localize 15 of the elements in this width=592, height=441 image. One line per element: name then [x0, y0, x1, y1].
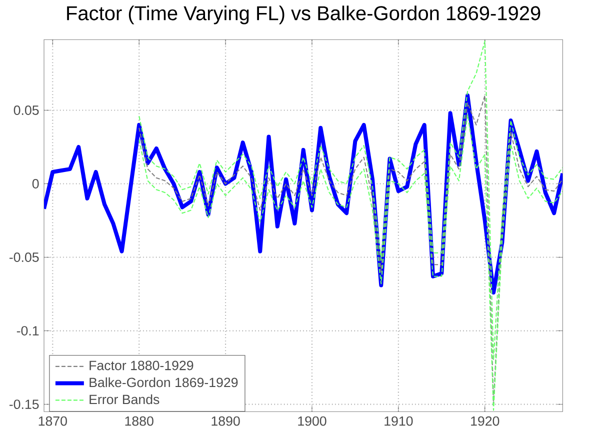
x-tick-label: 1870: [38, 416, 67, 426]
legend-label: Balke-Gordon 1869-1929: [90, 377, 238, 388]
x-tick-label: 1920: [471, 416, 500, 426]
y-tick-label: 0: [32, 179, 39, 188]
x-tick-label: 1900: [298, 416, 326, 426]
y-tick-label: 0.05: [14, 106, 39, 115]
x-tick-label: 1880: [125, 416, 154, 426]
chart-title: Factor (Time Varying FL) vs Balke-Gordon 1869-1929: [67, 6, 540, 24]
x-tick-label: 1910: [384, 416, 413, 426]
y-tick-label: -0.1: [16, 326, 39, 336]
x-tick-label: 1890: [212, 416, 240, 426]
y-tick-label: -0.05: [9, 252, 39, 262]
y-tick-label: -0.15: [9, 400, 39, 410]
legend-label: Error Bands: [90, 394, 160, 404]
legend-label: Factor 1880-1929: [90, 360, 194, 370]
